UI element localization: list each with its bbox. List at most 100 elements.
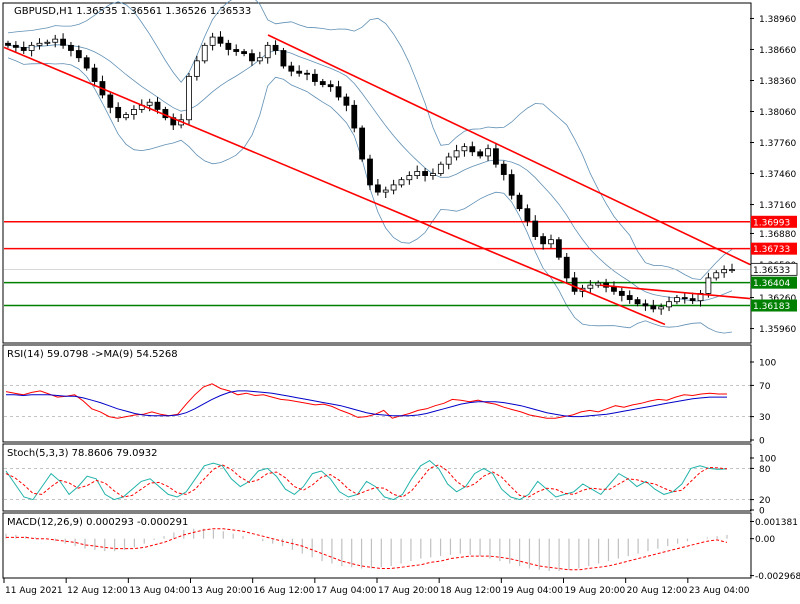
candle-body bbox=[304, 72, 310, 75]
osc-tick-label: 30 bbox=[759, 413, 771, 423]
bollinger-middle-band bbox=[7, 44, 733, 302]
series-ma-9- bbox=[6, 390, 727, 418]
time-tick-label: 13 Aug 20:00 bbox=[192, 586, 253, 596]
price-tick-label: 1.37160 bbox=[759, 201, 796, 211]
osc-tick-label: 80 bbox=[759, 465, 771, 475]
channel-upper-line bbox=[267, 34, 751, 266]
time-tick-label: 11 Aug 2021 bbox=[5, 586, 63, 596]
price-tick-label: 1.36880 bbox=[759, 230, 796, 240]
level-label: 1.36183 bbox=[753, 302, 790, 312]
current-price-label: 1.36533 bbox=[753, 266, 790, 276]
candle-body bbox=[398, 179, 405, 186]
candle-body bbox=[351, 104, 358, 129]
price-tick-label: 1.37760 bbox=[759, 139, 796, 149]
candle-body bbox=[319, 81, 326, 86]
macd-tick-label: 0.00 bbox=[755, 535, 775, 545]
candle-body bbox=[20, 47, 27, 51]
candle-body bbox=[500, 163, 507, 175]
candle-body bbox=[312, 73, 318, 82]
candle-body bbox=[563, 256, 570, 279]
candle-body bbox=[422, 171, 428, 176]
candle-body bbox=[256, 57, 263, 62]
osc-tick-label: 0 bbox=[759, 507, 765, 517]
candle-body bbox=[107, 94, 114, 108]
candle-body bbox=[650, 305, 657, 310]
candle-body bbox=[634, 299, 641, 305]
level-label-box bbox=[751, 215, 797, 228]
candle-body bbox=[91, 67, 98, 82]
time-tick-label: 20 Aug 12:00 bbox=[627, 586, 688, 596]
time-tick-label: 12 Aug 12:00 bbox=[67, 586, 128, 596]
price-tick-label: 1.38660 bbox=[759, 46, 796, 56]
candle-body bbox=[477, 151, 484, 157]
macd-panel: 0.001381 0.00 -0.002968 bbox=[5, 518, 800, 582]
candle-body bbox=[611, 286, 617, 292]
candle-body bbox=[68, 44, 74, 51]
candle-body bbox=[374, 184, 381, 193]
time-tick-label: 17 Aug 04:00 bbox=[316, 586, 377, 596]
time-tick-label: 23 Aug 04:00 bbox=[689, 586, 750, 596]
candle-body bbox=[390, 184, 397, 191]
price-tick-label: 1.38060 bbox=[759, 108, 796, 118]
time-axis: 11 Aug 2021 12 Aug 12:00 13 Aug 04:00 13 Au… bbox=[3, 578, 750, 596]
candle-body bbox=[241, 51, 247, 55]
candle-body bbox=[705, 277, 712, 294]
candle-body bbox=[146, 101, 153, 106]
price-panel: 1.38960 1.38660 1.38360 1.38060 1.37760 1.374… bbox=[3, 0, 798, 335]
osc-tick-label: 100 bbox=[759, 359, 776, 369]
price-tick-label: 1.38360 bbox=[759, 77, 796, 87]
candle-body bbox=[217, 36, 224, 44]
candle-body bbox=[532, 220, 539, 237]
candle-body bbox=[209, 36, 216, 46]
candle-body bbox=[453, 150, 460, 158]
rsi-panel-frame bbox=[2, 344, 752, 443]
candle-body bbox=[524, 208, 531, 222]
channel-lower-line bbox=[3, 46, 666, 326]
candle-body bbox=[28, 44, 35, 51]
time-tick-label: 16 Aug 12:00 bbox=[254, 586, 315, 596]
candle-body bbox=[508, 174, 515, 196]
candle-body bbox=[406, 175, 413, 181]
candle-body bbox=[540, 236, 547, 245]
price-chart-title: GBPUSD,H1 1.36535 1.36561 1.36526 1.3653… bbox=[14, 6, 251, 17]
candle-body bbox=[5, 42, 11, 46]
level-label: 1.36993 bbox=[753, 218, 790, 228]
level-label: 1.36404 bbox=[753, 279, 790, 289]
candle-body bbox=[44, 41, 51, 44]
price-tick-label: 1.36260 bbox=[759, 294, 796, 304]
macd-tick-label: -0.002968 bbox=[755, 572, 800, 582]
series-stoch-d bbox=[5, 464, 728, 498]
time-tick-label: 17 Aug 20:00 bbox=[378, 586, 439, 596]
candle-body bbox=[516, 194, 523, 210]
macd-signal-line bbox=[6, 528, 728, 571]
time-tick-label: 19 Aug 20:00 bbox=[565, 586, 626, 596]
candle-body bbox=[571, 277, 578, 292]
current-price-box bbox=[750, 262, 798, 276]
stoch-title: Stoch(5,3,3) 78.8606 79.0932 bbox=[7, 448, 158, 459]
candle-body bbox=[186, 75, 192, 121]
candle-body bbox=[343, 96, 350, 106]
time-tick-label: 13 Aug 04:00 bbox=[129, 586, 190, 596]
candle-body bbox=[626, 295, 633, 301]
candle-body bbox=[658, 306, 665, 310]
candle-body bbox=[461, 146, 468, 152]
candle-body bbox=[131, 109, 137, 115]
candle-body bbox=[729, 269, 735, 272]
macd-tick-label: 0.001381 bbox=[755, 518, 798, 528]
time-tick-label: 18 Aug 12:00 bbox=[440, 586, 501, 596]
price-tick-label: 1.35960 bbox=[759, 325, 796, 335]
candle-body bbox=[367, 158, 373, 186]
level-label-box bbox=[751, 242, 797, 255]
candle-body bbox=[469, 146, 476, 153]
level-label: 1.36733 bbox=[753, 245, 790, 255]
level-label-box bbox=[751, 276, 797, 289]
series-stoch-k bbox=[5, 459, 728, 501]
level-label-box bbox=[751, 299, 797, 312]
rsi-panel: 100 70 30 0 bbox=[4, 359, 776, 447]
candle-body bbox=[666, 301, 672, 308]
candle-body bbox=[674, 297, 680, 303]
candle-body bbox=[154, 101, 161, 110]
osc-tick-label: 20 bbox=[759, 496, 771, 506]
